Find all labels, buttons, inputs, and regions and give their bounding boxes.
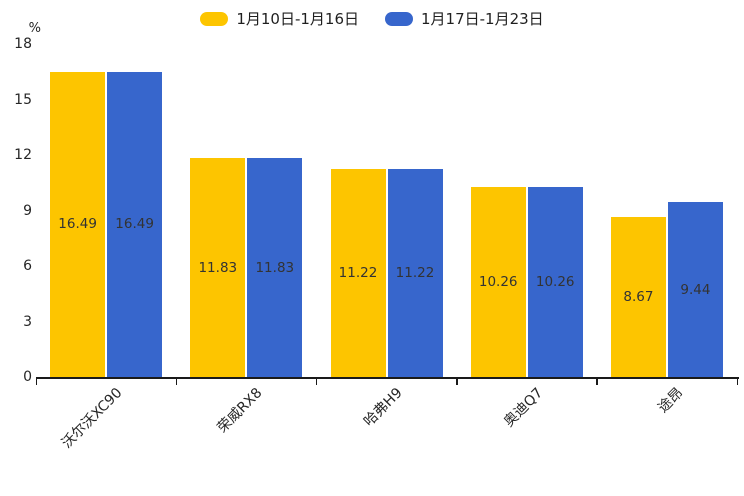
y-axis-tick-label: 6 bbox=[23, 258, 32, 274]
bar-series2-3 bbox=[527, 187, 583, 377]
x-axis-tick bbox=[736, 377, 738, 385]
bar-series2-0 bbox=[107, 71, 163, 377]
y-axis-tick-label: 0 bbox=[23, 369, 32, 385]
bar-value-label: 9.44 bbox=[680, 281, 711, 298]
bar-value-label: 11.22 bbox=[338, 265, 378, 282]
bar-value-label: 11.83 bbox=[198, 259, 238, 276]
bar-value-label: 16.49 bbox=[58, 216, 97, 233]
chart-legend: 1月10日-1月16日 1月17日-1月23日 bbox=[0, 8, 744, 29]
bar-value-label: 16.49 bbox=[115, 216, 154, 233]
legend-item-2: 1月17日-1月23日 bbox=[385, 8, 544, 29]
x-axis-tick bbox=[315, 377, 318, 385]
bar-series2-2 bbox=[387, 169, 443, 377]
y-axis-tick-label: 18 bbox=[14, 36, 32, 52]
x-axis-tick bbox=[35, 377, 37, 385]
x-axis-category-label: 奥迪Q7 bbox=[500, 385, 547, 431]
x-axis-category-label: 哈弗H9 bbox=[360, 385, 406, 430]
legend-item-1: 1月10日-1月16日 bbox=[200, 8, 359, 29]
bar-series2-4 bbox=[667, 202, 723, 377]
bar-series1-4 bbox=[610, 216, 666, 377]
bar-series1-1 bbox=[190, 158, 246, 377]
y-axis-tick-label: 15 bbox=[14, 91, 32, 108]
bar-series1-2 bbox=[330, 169, 386, 377]
x-axis-category-label: 荣威RX8 bbox=[214, 385, 266, 437]
bar-value-label: 10.26 bbox=[535, 274, 575, 291]
y-axis-tick-label: 12 bbox=[14, 147, 32, 163]
legend-swatch bbox=[385, 11, 413, 26]
x-axis-category-label: 途昂 bbox=[655, 385, 687, 417]
bar-value-label: 11.83 bbox=[255, 259, 295, 276]
bar-series2-1 bbox=[247, 158, 303, 377]
x-axis-line bbox=[36, 377, 739, 379]
y-axis-tick-label: 9 bbox=[23, 202, 32, 219]
y-axis-unit-label: % bbox=[28, 21, 41, 36]
bar-value-label: 11.22 bbox=[395, 265, 435, 282]
bar-series1-3 bbox=[470, 187, 526, 377]
legend-label: 1月17日-1月23日 bbox=[421, 10, 544, 28]
legend-swatch bbox=[200, 11, 229, 26]
x-axis-tick bbox=[456, 377, 458, 385]
bar-value-label: 8.67 bbox=[623, 288, 654, 305]
x-axis-tick bbox=[175, 377, 178, 385]
bar-series1-0 bbox=[50, 71, 106, 377]
y-axis-tick-label: 3 bbox=[23, 313, 32, 330]
x-axis-category-label: 沃尔沃XC90 bbox=[58, 385, 126, 452]
legend-label: 1月10日-1月16日 bbox=[236, 10, 359, 28]
x-axis-tick bbox=[596, 377, 598, 385]
bar-value-label: 10.26 bbox=[478, 274, 518, 291]
